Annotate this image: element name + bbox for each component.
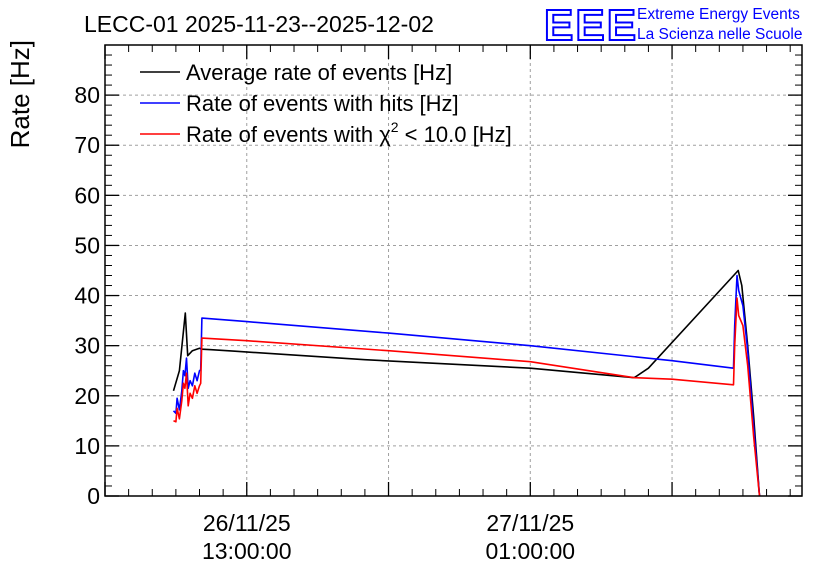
chart-title: LECC-01 2025-11-23--2025-12-02 (84, 11, 434, 37)
legend-chi2-superscript: 2 (391, 119, 399, 135)
y-tick-label: 20 (74, 383, 100, 409)
y-tick-label: 0 (87, 483, 100, 509)
x-tick-label-date: 26/11/25 (203, 510, 291, 536)
y-tick-label: 70 (74, 132, 100, 158)
series-line-chi2 (173, 297, 761, 497)
x-tick-label-date: 27/11/25 (486, 510, 574, 536)
legend-entry-hits: Rate of events with hits [Hz] (140, 91, 459, 116)
y-tick-label: 80 (74, 82, 100, 108)
plot-frame (104, 44, 803, 497)
series-line-average (172, 269, 761, 497)
legend-entry-chi2: Rate of events with χ2 < 10.0 [Hz] (140, 119, 512, 147)
legend-chi2-prefix: Rate of events with χ (186, 122, 391, 147)
eee-logo-mark: EEE (544, 1, 638, 50)
legend-label-chi2: Rate of events with χ2 < 10.0 [Hz] (186, 119, 512, 147)
y-tick-label: 10 (74, 433, 100, 459)
series-layer (172, 269, 761, 497)
legend: Average rate of events [Hz] Rate of even… (140, 60, 512, 147)
legend-chi2-suffix: < 10.0 [Hz] (399, 122, 512, 147)
x-tick-label-time: 13:00:00 (202, 538, 292, 564)
y-tick-label: 30 (74, 333, 100, 359)
legend-label-average: Average rate of events [Hz] (186, 60, 452, 85)
eee-logo-line2: La Scienza nelle Scuole (637, 26, 802, 43)
legend-entry-average: Average rate of events [Hz] (140, 60, 452, 85)
y-tick-label: 50 (74, 232, 100, 258)
grid (104, 45, 802, 496)
series-line-hits (172, 274, 761, 497)
y-tick-label: 60 (74, 182, 100, 208)
y-axis-label: Rate [Hz] (5, 40, 35, 148)
x-tick-label-time: 01:00:00 (486, 538, 576, 564)
eee-logo: EEE Extreme Energy Events La Scienza nel… (543, 0, 802, 51)
eee-logo-line1: Extreme Energy Events (637, 6, 800, 23)
y-tick-label: 40 (74, 283, 100, 309)
legend-label-hits: Rate of events with hits [Hz] (186, 91, 459, 116)
